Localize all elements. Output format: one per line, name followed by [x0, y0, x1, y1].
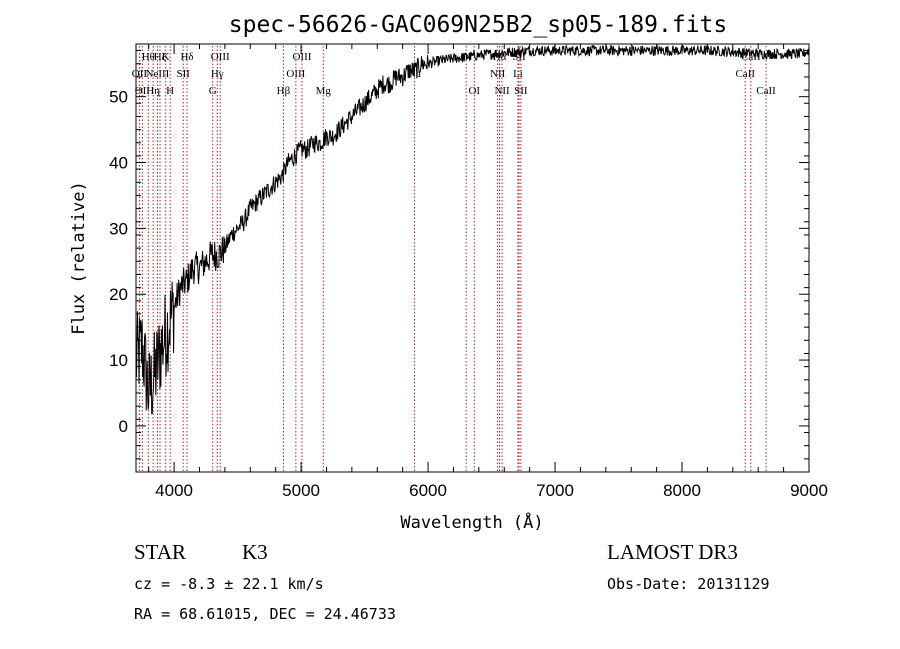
y-tick-label-5: 50 — [109, 88, 128, 107]
spectrum-line — [135, 44, 810, 415]
line-labels: OIIOIIHθHηNeIIIHζKHSIIHδGHγOIIIHβOIIIOII… — [132, 51, 776, 97]
line-label-26: CaII — [735, 68, 755, 80]
line-label-14: OIII — [286, 68, 305, 80]
y-axis: 0 10 20 30 40 50 — [109, 50, 809, 460]
plot-frame — [135, 43, 810, 473]
y-tick-label-1: 10 — [109, 351, 128, 370]
redshift-text: cz = -8.3 ± 22.1 km/s — [134, 575, 324, 593]
line-label-4: NeIII — [146, 68, 170, 80]
x-tick-label-4: 8000 — [663, 481, 701, 500]
y-tick-label-0: 0 — [119, 417, 128, 436]
x-tick-label-2: 6000 — [409, 481, 447, 500]
line-markers — [138, 46, 767, 472]
coords-text: RA = 68.61015, DEC = 24.46733 — [134, 605, 396, 623]
line-label-12: OIII — [211, 51, 230, 63]
line-label-2: Hθ — [142, 51, 155, 63]
line-label-5: Hζ — [154, 51, 167, 63]
obs-date-text: Obs-Date: 20131129 — [607, 575, 770, 593]
line-label-20: NII — [490, 68, 506, 80]
line-label-11: Hγ — [211, 68, 224, 80]
line-label-23: Li — [513, 68, 523, 80]
line-label-19: OI — [468, 85, 480, 97]
x-tick-label-1: 5000 — [282, 481, 320, 500]
x-tick-label-5: 9000 — [790, 481, 828, 500]
y-tick-label-4: 40 — [109, 154, 128, 173]
x-tick-label-3: 7000 — [536, 481, 574, 500]
line-label-10: G — [209, 85, 217, 97]
chart-title: spec-56626-GAC069N25B2_sp05-189.fits — [229, 12, 728, 38]
x-axis: 4000 5000 6000 7000 8000 9000 — [148, 44, 828, 500]
line-label-28: CaII — [756, 85, 776, 97]
x-tick-label-0: 4000 — [155, 481, 193, 500]
line-label-15: OIII — [292, 51, 311, 63]
line-label-13: Hβ — [277, 85, 291, 97]
line-label-7: H — [166, 85, 174, 97]
y-tick-label-2: 20 — [109, 285, 128, 304]
line-label-25: SII — [514, 85, 528, 97]
line-label-16: Mg — [316, 85, 332, 97]
line-label-1: OII — [135, 85, 151, 97]
object-class: STAR — [134, 540, 186, 564]
x-axis-label: Wavelength (Å) — [400, 511, 543, 533]
y-tick-label-3: 30 — [109, 219, 128, 238]
line-label-9: Hδ — [180, 51, 193, 63]
line-label-6: K — [162, 51, 170, 63]
line-label-3: Hη — [146, 85, 160, 97]
survey-name: LAMOST DR3 — [607, 540, 738, 564]
line-label-8: SII — [177, 68, 191, 80]
line-label-22: NII — [494, 85, 510, 97]
y-axis-label: Flux (relative) — [69, 181, 89, 335]
object-subclass: K3 — [242, 540, 268, 564]
